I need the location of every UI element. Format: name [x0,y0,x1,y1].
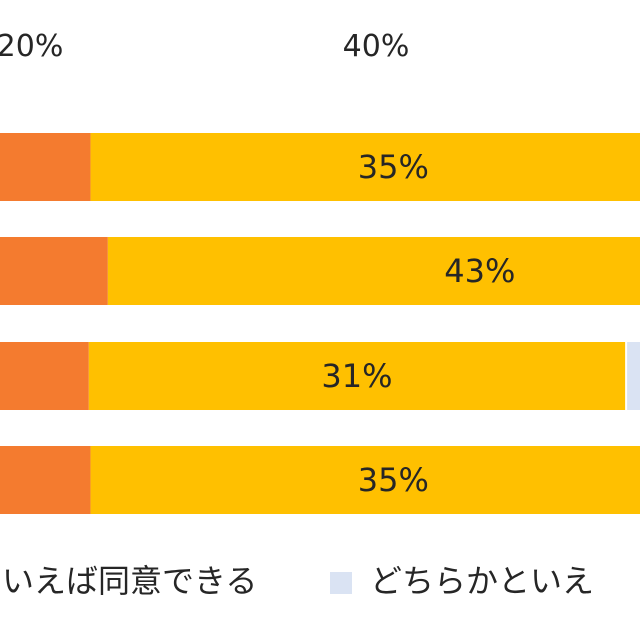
x-tick-label-20: 20% [0,29,63,64]
bars-layer [0,133,640,514]
bar-segment-neutral-3 [627,342,640,410]
legend-swatch-neutral [330,572,352,594]
legend: いえば同意できる どちらかといえ [2,562,594,600]
bar-segment-agree-3 [88,342,626,410]
bar-segment-first-4 [0,446,91,514]
data-label-agree-1: 35% [358,148,429,186]
legend-label-agree-somewhat: いえば同意できる [2,562,257,600]
x-tick-label-40: 40% [343,29,410,64]
bar-segment-agree-2 [107,237,640,305]
data-labels-layer: 35% 43% 31% 35% [321,148,515,499]
bar-segment-first-2 [0,237,108,305]
bar-segment-agree-4 [90,446,640,514]
data-label-agree-3: 31% [321,357,392,395]
bar-segment-first-3 [0,342,89,410]
bar-segment-agree-1 [90,133,640,201]
x-axis-ticks: 20% 40% [0,29,409,64]
bar-segment-first-1 [0,133,91,201]
data-label-agree-2: 43% [444,252,515,290]
data-label-agree-4: 35% [358,461,429,499]
legend-label-neutral: どちらかといえ [370,562,594,600]
